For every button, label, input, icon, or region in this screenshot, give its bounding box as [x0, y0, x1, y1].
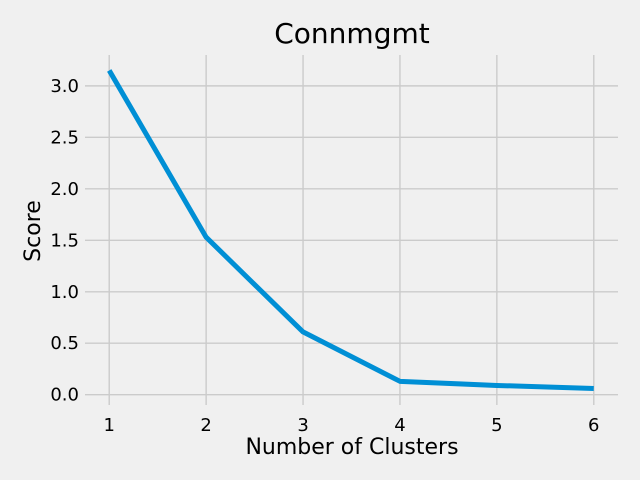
chart-title: Connmgmt — [274, 17, 429, 50]
x-tick-labels: 1 2 3 4 5 6 — [104, 415, 600, 436]
x-tick-label: 1 — [104, 415, 115, 436]
y-axis-label: Score — [21, 200, 46, 262]
y-tick-label: 0.0 — [50, 385, 79, 406]
x-tick-label: 4 — [394, 415, 405, 436]
y-tick-labels: 0.0 0.5 1.0 1.5 2.0 2.5 3.0 — [50, 76, 79, 406]
y-tick-label: 2.5 — [50, 127, 79, 148]
x-tick-label: 6 — [588, 415, 599, 436]
x-tick-label: 5 — [491, 415, 502, 436]
x-axis-label: Number of Clusters — [245, 435, 458, 460]
grid — [85, 55, 618, 405]
y-tick-label: 1.5 — [50, 230, 79, 251]
series-line — [107, 69, 594, 392]
y-tick-label: 1.0 — [50, 282, 79, 303]
y-tick-label: 3.0 — [50, 76, 79, 97]
series-layer — [107, 69, 594, 392]
y-tick-label: 0.5 — [50, 333, 79, 354]
x-tick-label: 2 — [200, 415, 211, 436]
y-tick-label: 2.0 — [50, 179, 79, 200]
x-tick-label: 3 — [297, 415, 308, 436]
